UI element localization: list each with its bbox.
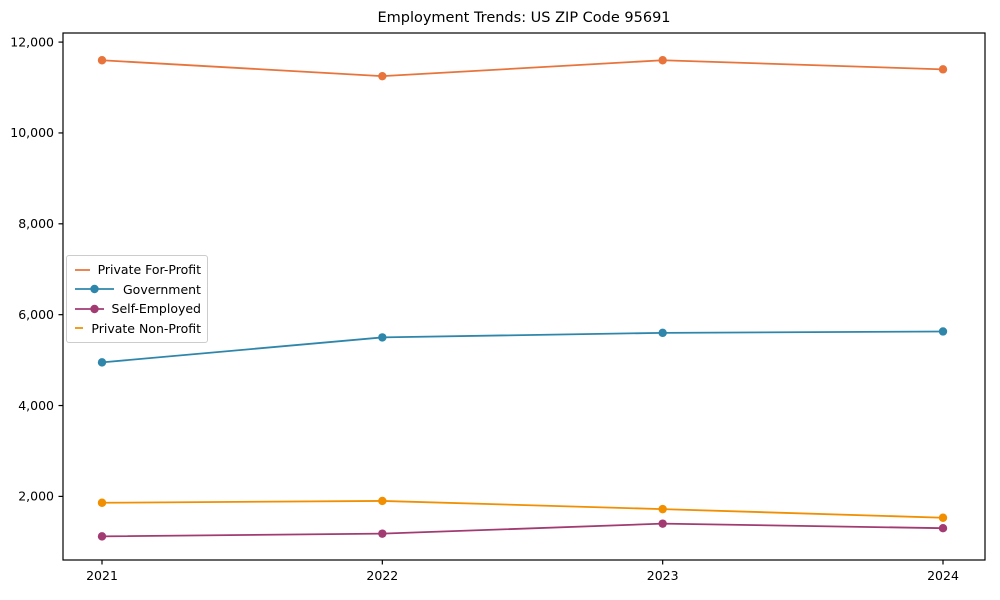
series-line-self-employed <box>101 522 944 538</box>
chart-title: Employment Trends: US ZIP Code 95691 <box>377 10 671 26</box>
y-tick-label: 10,000 <box>10 125 54 140</box>
data-point-self-employed <box>378 529 387 538</box>
data-point-government <box>658 328 667 338</box>
series-line-private-for-profit <box>101 59 944 78</box>
data-point-private-non-profit <box>97 498 107 507</box>
y-tick-label: 2,000 <box>18 489 54 504</box>
legend-marker-icon <box>75 327 84 330</box>
y-tick-label: 6,000 <box>18 307 54 322</box>
x-tick-label: 2022 <box>366 568 398 583</box>
data-point-private-non-profit <box>658 504 667 514</box>
x-tick-label: 2021 <box>86 568 118 583</box>
legend-dot <box>90 285 99 294</box>
legend-label: Private Non-Profit <box>91 320 201 336</box>
y-tick-label: 12,000 <box>10 34 54 49</box>
data-point-private-non-profit <box>938 513 948 522</box>
data-point-government <box>97 358 107 367</box>
y-tick-label: 8,000 <box>18 216 54 231</box>
data-point-private-for-profit <box>938 65 948 74</box>
x-tick-label: 2023 <box>647 568 679 583</box>
legend-item-government: Government <box>74 282 201 297</box>
data-point-government <box>378 333 387 342</box>
data-point-self-employed <box>658 519 667 528</box>
data-point-private-non-profit <box>378 496 387 506</box>
data-point-private-for-profit <box>378 71 387 81</box>
series-line-private-non-profit <box>101 500 944 519</box>
legend-item-self-employed: Self-Employed <box>74 301 201 316</box>
legend-item-private-non-profit: Private Non-Profit <box>74 321 201 336</box>
y-tick-label: 4,000 <box>18 398 54 413</box>
data-point-government <box>938 327 948 336</box>
legend-label: Private For-Profit <box>97 262 201 278</box>
data-point-private-for-profit <box>658 56 667 65</box>
legend-marker-icon <box>75 304 104 313</box>
axes-frame <box>62 32 986 561</box>
legend-marker-icon <box>75 268 90 271</box>
data-point-self-employed <box>97 532 107 541</box>
legend-item-private-for-profit: Private For-Profit <box>74 262 201 277</box>
legend-marker-icon <box>75 285 114 294</box>
legend-label: Government <box>123 281 201 297</box>
data-point-private-for-profit <box>97 56 107 65</box>
legend-dot <box>90 304 99 313</box>
legend-label: Self-Employed <box>111 301 201 317</box>
data-point-self-employed <box>938 523 948 533</box>
series-line-government <box>101 330 944 364</box>
legend: Private For-Profit Government Self-Employe… <box>66 255 208 343</box>
x-tick-label: 2024 <box>927 568 959 583</box>
